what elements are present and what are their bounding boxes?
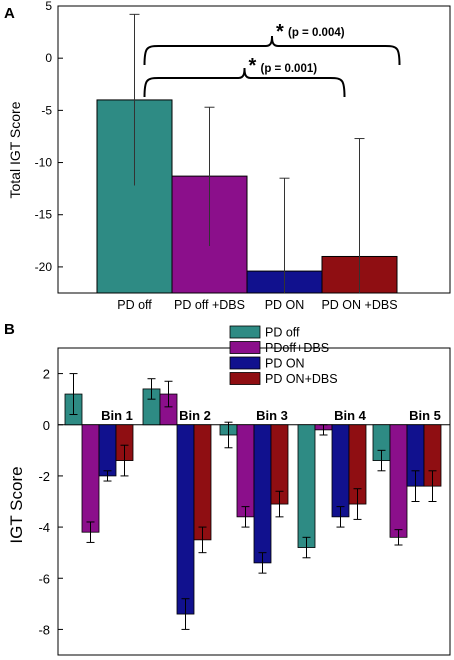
- panel-b-chart: B IGT Score Bin 1 Bin 2 Bin 3 Bin 4 Bin 5 2 0…: [4, 321, 451, 656]
- panel-b-y-axis-label: IGT Score: [7, 466, 26, 543]
- panel-b-bin-label: Bin 4: [334, 408, 367, 423]
- panel-b-legend-swatch: [229, 356, 261, 370]
- panel-a-y-axis-label: Total IGT Score: [7, 101, 23, 198]
- panel-a-chart: A Total IGT Score * (p = 0.004) * (p = 0.00…: [4, 0, 451, 312]
- panel-b-legend-label: PD ON+DBS: [265, 372, 338, 386]
- panel-a-y-tick-label: 5: [45, 0, 52, 13]
- panel-b-bars: [64, 388, 442, 615]
- panel-b-label: B: [4, 321, 15, 338]
- panel-a-x-tick-label: PD off +DBS: [174, 298, 245, 312]
- panel-b-error-bars: [69, 373, 437, 630]
- panel-b-y-tick-label: -2: [38, 469, 50, 484]
- panel-b-y-tick-label: -4: [38, 520, 50, 535]
- panel-b-bar: [81, 424, 100, 533]
- panel-b-bar: [236, 424, 255, 518]
- panel-a-x-tick-labels: PD off PD off +DBS PD ON PD ON +DBS: [117, 298, 397, 312]
- panel-a-x-tick-label: PD ON +DBS: [321, 298, 397, 312]
- panel-b-bin-label: Bin 3: [256, 408, 288, 423]
- panel-b-bar: [193, 424, 212, 541]
- panel-b-legend-label: PD ON: [265, 357, 305, 371]
- panel-b-bin-label: Bin 5: [409, 408, 441, 423]
- panel-a-error-bars: [129, 13, 365, 293]
- panel-a-y-tick-label: -20: [35, 260, 53, 274]
- panel-a-significance-star: *: [249, 55, 257, 77]
- panel-a-x-tick-label: PD off: [117, 298, 152, 312]
- panel-a-bars: [96, 99, 398, 294]
- panel-b-legend-swatch: [229, 341, 261, 354]
- panel-b-y-tick-label: -6: [38, 571, 50, 586]
- panel-b-bar: [253, 424, 272, 564]
- panel-b-y-tick-labels: 2 0 -2 -4 -6 -8: [38, 367, 50, 638]
- panel-b-bin-label: Bin 2: [179, 408, 211, 423]
- panel-a-p-value: (p = 0.001): [261, 63, 318, 75]
- panel-b-bar: [98, 424, 117, 477]
- panel-b-legend-label: PD off: [265, 326, 300, 340]
- panel-a-brace-1: [143, 35, 401, 66]
- panel-b-legend-swatch: [229, 325, 261, 339]
- panel-b-bar: [176, 424, 195, 615]
- panel-b-legend-swatch: [229, 372, 261, 385]
- panel-a-y-tick-labels: 5 0 -5 -10 -15 -20: [35, 0, 53, 274]
- panel-b-bin-label: Bin 1: [101, 408, 133, 423]
- panel-a-label: A: [4, 5, 15, 22]
- panel-b-y-tick-label: 0: [43, 418, 50, 433]
- panel-b-bar: [297, 424, 316, 548]
- panel-a-significance-brackets: * (p = 0.004) * (p = 0.001): [143, 21, 401, 98]
- panel-a-p-value: (p = 0.004): [288, 27, 345, 39]
- panel-b-legend-label: PDoff+DBS: [265, 341, 329, 355]
- panel-a-y-tick-label: -15: [35, 208, 53, 222]
- panel-b-bin-labels: Bin 1 Bin 2 Bin 3 Bin 4 Bin 5: [101, 408, 441, 423]
- panel-a-y-tick-label: -10: [35, 156, 53, 170]
- panel-b-bar: [389, 424, 408, 538]
- panel-a-y-tick-label: -5: [41, 103, 52, 117]
- panel-b-y-tick-label: 2: [43, 367, 50, 382]
- panel-b-bar: [331, 424, 350, 518]
- panel-a-brace-2: [143, 67, 346, 98]
- panel-a-x-tick-label: PD ON: [265, 298, 305, 312]
- panel-b-y-tick-label: -8: [38, 622, 50, 637]
- panel-a-y-tick-label: 0: [45, 51, 52, 65]
- panel-a-significance-star: *: [276, 21, 284, 43]
